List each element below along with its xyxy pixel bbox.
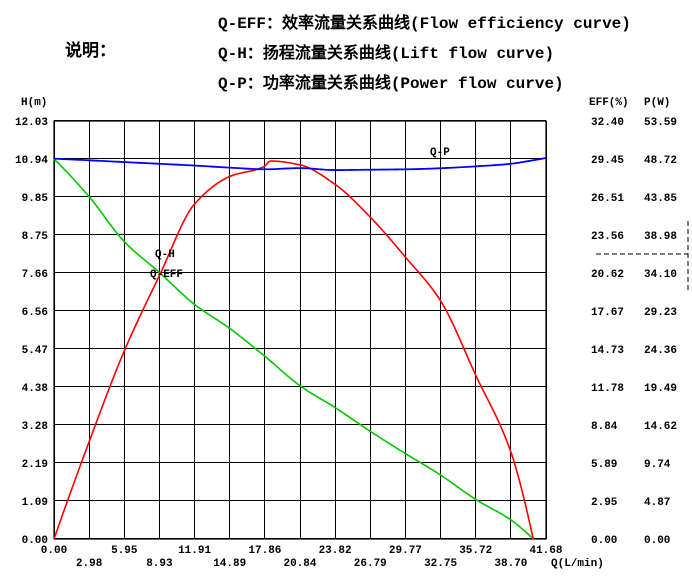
- svg-text:14.62: 14.62: [644, 421, 677, 433]
- svg-text:2.98: 2.98: [76, 558, 103, 570]
- svg-text:P(W): P(W): [644, 97, 670, 109]
- svg-text:26.51: 26.51: [591, 193, 624, 205]
- svg-text:48.72: 48.72: [644, 155, 677, 167]
- svg-text:8.84: 8.84: [591, 421, 618, 433]
- svg-text:24.36: 24.36: [644, 345, 677, 357]
- svg-text:29.77: 29.77: [389, 545, 422, 557]
- svg-text:35.72: 35.72: [459, 545, 492, 557]
- svg-text:EFF(%): EFF(%): [589, 97, 629, 109]
- svg-text:1.09: 1.09: [22, 497, 48, 509]
- svg-text:38.70: 38.70: [494, 558, 527, 570]
- svg-text:7.66: 7.66: [22, 269, 48, 281]
- svg-text:12.03: 12.03: [15, 117, 48, 129]
- svg-text:9.85: 9.85: [22, 193, 49, 205]
- svg-text:Q-P: Q-P: [430, 147, 450, 159]
- svg-text:14.73: 14.73: [591, 345, 624, 357]
- svg-text:43.85: 43.85: [644, 193, 677, 205]
- svg-text:23.56: 23.56: [591, 231, 624, 243]
- svg-text:23.82: 23.82: [319, 545, 352, 557]
- svg-text:8.75: 8.75: [22, 231, 49, 243]
- svg-text:26.79: 26.79: [354, 558, 387, 570]
- svg-text:Q-H: Q-H: [155, 249, 175, 261]
- svg-text:19.49: 19.49: [644, 383, 677, 395]
- svg-text:0.00: 0.00: [591, 535, 617, 547]
- svg-text:4.38: 4.38: [22, 383, 49, 395]
- svg-text:4.87: 4.87: [644, 497, 670, 509]
- svg-text:2.19: 2.19: [22, 459, 48, 471]
- svg-text:5.89: 5.89: [591, 459, 617, 471]
- svg-text:17.67: 17.67: [591, 307, 624, 319]
- svg-text:17.86: 17.86: [248, 545, 281, 557]
- svg-text:32.40: 32.40: [591, 117, 624, 129]
- svg-text:Q-EFF: Q-EFF: [150, 269, 183, 281]
- svg-text:3.28: 3.28: [22, 421, 49, 433]
- svg-text:8.93: 8.93: [146, 558, 173, 570]
- svg-text:10.94: 10.94: [15, 155, 48, 167]
- svg-text:41.68: 41.68: [529, 545, 562, 557]
- svg-text:5.47: 5.47: [22, 345, 48, 357]
- svg-text:6.56: 6.56: [22, 307, 48, 319]
- svg-text:Q(L/min): Q(L/min): [551, 558, 604, 570]
- svg-text:32.75: 32.75: [424, 558, 457, 570]
- svg-text:20.84: 20.84: [283, 558, 316, 570]
- svg-text:0.00: 0.00: [644, 535, 670, 547]
- svg-text:11.78: 11.78: [591, 383, 624, 395]
- svg-text:53.59: 53.59: [644, 117, 677, 129]
- svg-text:38.98: 38.98: [644, 231, 677, 243]
- svg-text:2.95: 2.95: [591, 497, 618, 509]
- svg-text:14.89: 14.89: [213, 558, 246, 570]
- svg-text:9.74: 9.74: [644, 459, 671, 471]
- svg-text:5.95: 5.95: [111, 545, 138, 557]
- svg-text:29.45: 29.45: [591, 155, 624, 167]
- svg-text:0.00: 0.00: [22, 535, 48, 547]
- svg-text:H(m): H(m): [21, 97, 47, 109]
- svg-text:20.62: 20.62: [591, 269, 624, 281]
- svg-text:34.10: 34.10: [644, 269, 677, 281]
- svg-text:29.23: 29.23: [644, 307, 677, 319]
- svg-text:11.91: 11.91: [178, 545, 211, 557]
